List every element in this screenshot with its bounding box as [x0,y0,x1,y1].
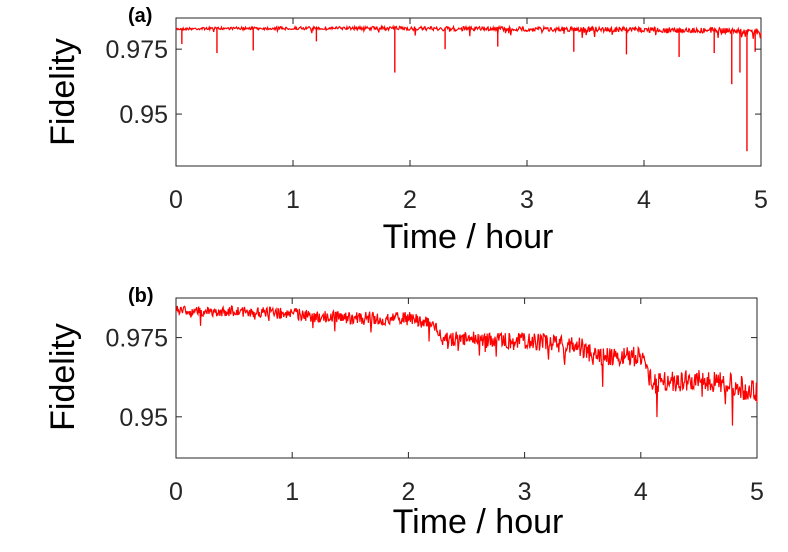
panel-a-plot-frame [175,17,762,167]
panel-b-x-tick-label: 2 [401,478,415,506]
panel-a-x-tick-label: 0 [169,186,183,214]
panel-b-plot-frame [175,297,758,459]
panel-a: (a) 0.95 0.975 0 1 2 3 4 5 Time / hour Fidelit… [44,5,768,256]
panel-a-y-tick-label: 0.975 [105,36,168,64]
panel-a-x-tick-label: 5 [754,186,768,214]
panel-b-x-tick-label: 4 [634,478,648,506]
panel-b-y-ticks: 0.95 0.975 [105,325,757,432]
panel-a-y-ticks: 0.95 0.975 [105,36,761,129]
panel-a-x-tick-label: 3 [520,186,534,214]
panel-a-x-tick-label: 2 [403,186,417,214]
panel-b-series [175,305,758,426]
panel-b-y-tick-label: 0.975 [105,325,168,353]
panel-b-y-tick-label: 0.95 [119,404,168,432]
panel-b-x-axis-label: Time / hour [393,503,564,541]
panel-b-x-tick-label: 0 [169,478,183,506]
panel-a-series [175,24,762,152]
panel-b-label: (b) [128,285,154,307]
panel-a-series-line [175,24,762,39]
panel-a-x-axis-label: Time / hour [383,218,554,256]
panel-a-y-tick-label: 0.95 [119,101,168,129]
panel-b-y-axis-label: Fidelity [44,323,82,431]
panel-b-x-tick-label: 5 [750,478,764,506]
panel-a-x-tick-label: 1 [286,186,300,214]
panel-a-x-tick-label: 4 [637,186,651,214]
panel-a-y-axis-label: Fidelity [44,38,82,146]
panel-b-x-tick-label: 3 [518,478,532,506]
panel-b-series-line [175,305,758,426]
panel-b-x-ticks: 0 1 2 3 4 5 [169,298,764,506]
panel-a-x-ticks: 0 1 2 3 4 5 [169,18,768,214]
panel-a-label: (a) [128,5,152,27]
panel-b-x-tick-label: 1 [285,478,299,506]
panel-b: (b) 0.95 0.975 0 1 2 3 4 5 Time / hour Fidelit… [44,285,764,541]
